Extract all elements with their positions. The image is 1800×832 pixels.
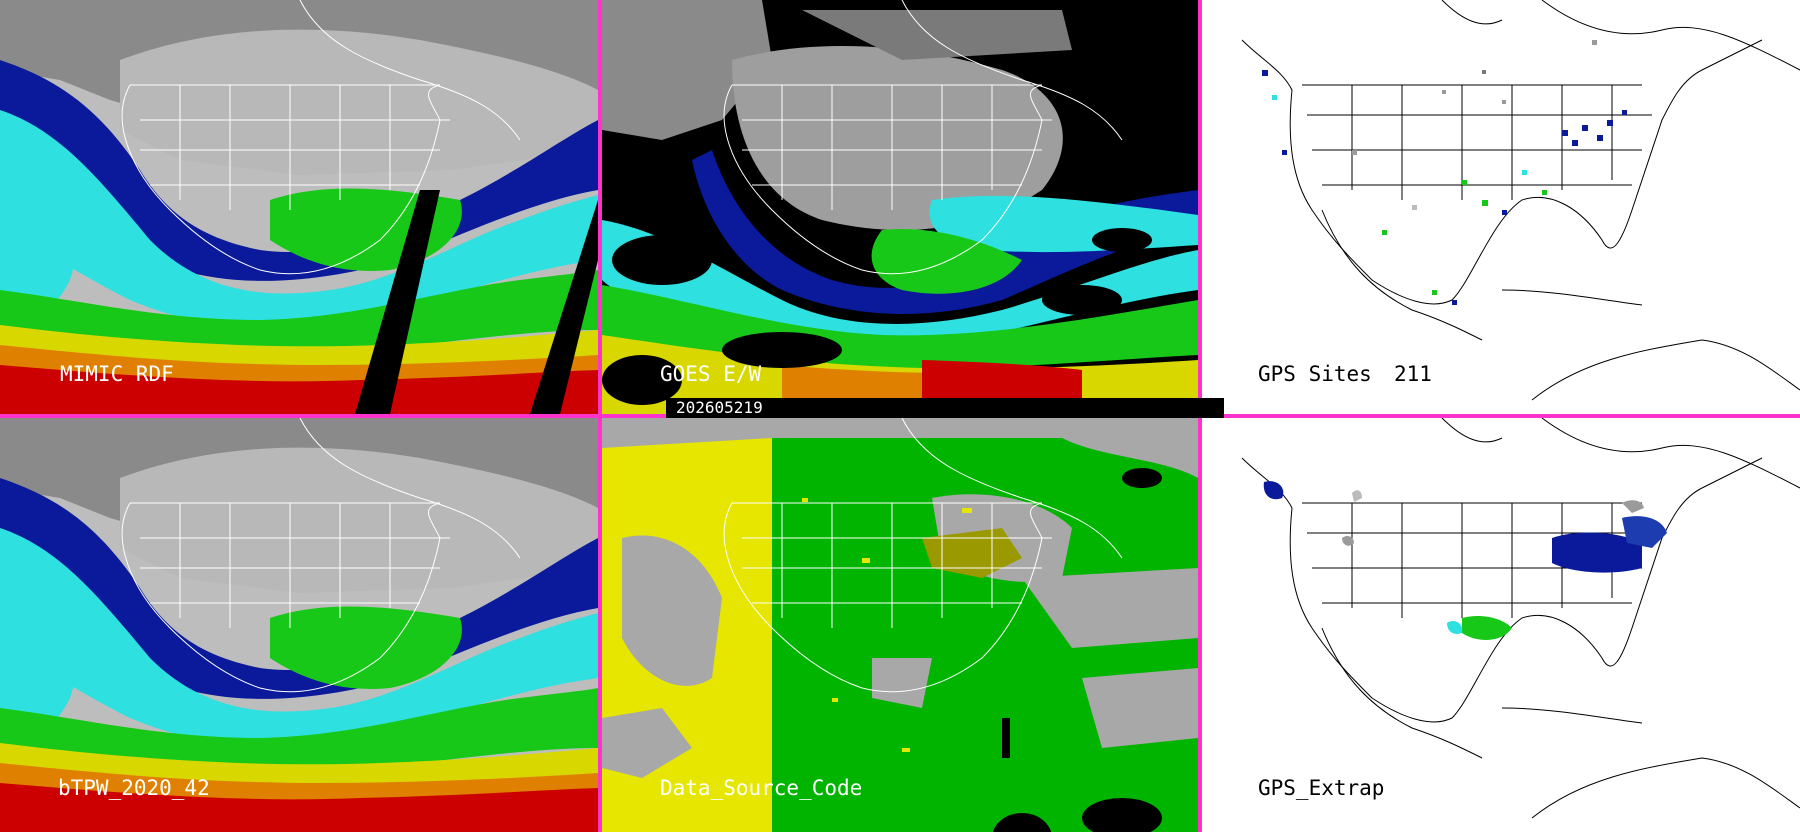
mimic-tpw-map [0, 0, 598, 414]
panel-label-mimic: MIMIC RDF [60, 362, 174, 386]
panel-gps-extrap: GPS_Extrap [1202, 418, 1800, 832]
timestamp-text: 202605219 [676, 398, 763, 417]
panel-label-btpw: bTPW_2020_42 [58, 776, 210, 800]
gps-sites-map [1202, 0, 1800, 414]
panel-gps-sites: GPS Sites 211 [1202, 0, 1800, 414]
goes-tpw-map [602, 0, 1198, 414]
gps-sites-count: 211 [1394, 362, 1432, 386]
panel-label-data-source: Data_Source_Code [660, 776, 863, 800]
gps-extrap-map [1202, 418, 1800, 832]
btpw-tpw-map [0, 418, 598, 832]
panel-btpw: bTPW_2020_42 [0, 418, 598, 832]
panel-mimic-rdf: MIMIC RDF [0, 0, 598, 414]
timestamp-bar: 202605219 [666, 398, 1224, 418]
panel-label-gps-extrap: GPS_Extrap [1258, 776, 1385, 800]
panel-data-source-code: Data_Source_Code [602, 418, 1198, 832]
panel-goes-ew: GOES E/W [602, 0, 1198, 414]
panel-label-goes: GOES E/W [660, 362, 762, 386]
data-source-map [602, 418, 1198, 832]
panel-label-gps-sites: GPS Sites [1258, 362, 1372, 386]
